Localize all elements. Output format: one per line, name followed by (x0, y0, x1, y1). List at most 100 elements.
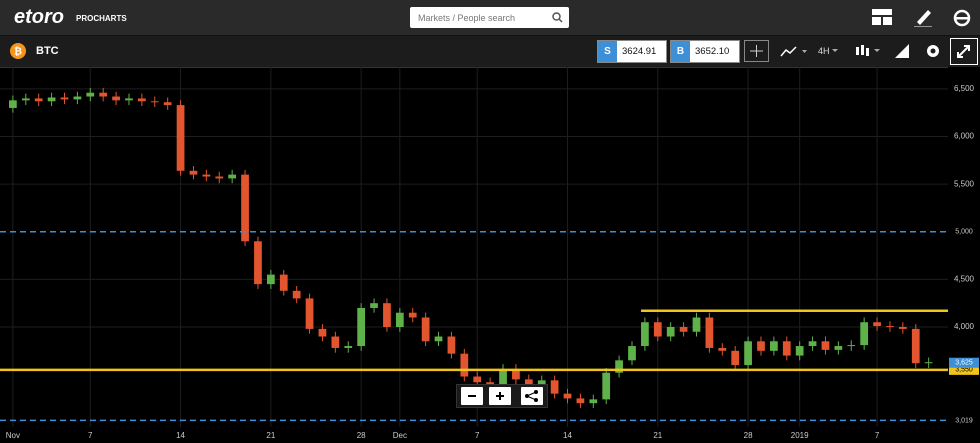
candle-body (138, 98, 146, 102)
draw-icon[interactable] (914, 7, 932, 27)
chart: Nov 7 14 21 28 Dec 7 14 21 28 2019 7 6,500 6,000 5,500… (0, 67, 980, 443)
candle-body (318, 328, 327, 337)
candle-body (383, 303, 391, 327)
candle-body (215, 176, 224, 179)
candle-body (924, 362, 933, 364)
search-box[interactable]: Markets / People search (410, 7, 569, 28)
y-tick-label: 5,500 (954, 179, 975, 188)
x-tick-label: 7 (88, 431, 93, 440)
candle-body (860, 322, 869, 346)
search-icon (552, 12, 563, 23)
candle-body (744, 341, 752, 366)
toolbar: ₿ BTC S 3624.91 B 3652.10 4H (0, 35, 980, 68)
interval-caret (832, 49, 838, 52)
top-bar: etoro PROCHARTS Markets / People search (0, 0, 980, 35)
candle-body (460, 353, 469, 377)
buy-label: B (671, 41, 690, 62)
candle-body (408, 312, 417, 318)
interval[interactable]: 4H (818, 46, 830, 56)
layout-icon[interactable] (872, 9, 892, 25)
buy-button[interactable]: B 3652.10 (670, 40, 740, 63)
candle-body (782, 341, 791, 356)
axis-panel (948, 67, 980, 443)
candle-body (150, 101, 159, 103)
x-tick-label: 21 (653, 431, 662, 440)
search-placeholder: Markets / People search (418, 13, 516, 23)
price-tag (949, 357, 979, 368)
candle-body (641, 322, 649, 347)
candle-body (447, 336, 456, 354)
logo[interactable]: etoro (14, 6, 64, 28)
candle-body (615, 360, 623, 373)
y-tick-label: 6,000 (954, 132, 975, 141)
candle-body (873, 322, 881, 327)
candle-body (524, 379, 533, 385)
chart-type-button[interactable] (780, 44, 808, 58)
y-tick-label: 4,500 (954, 274, 975, 283)
candle-body (705, 317, 714, 348)
candle-body (254, 241, 262, 285)
candle-body (628, 346, 636, 361)
etoro-icon[interactable] (952, 7, 972, 27)
candle-body (125, 98, 133, 101)
candle-body (344, 346, 353, 348)
level-label: 5,000 (955, 229, 973, 236)
candle-body (60, 97, 69, 100)
candle-body (537, 380, 546, 385)
price-label: 3,625 (955, 360, 973, 367)
candle-body (795, 346, 804, 356)
zoom-icons (461, 387, 543, 405)
candle-body (692, 317, 701, 332)
candle-body (653, 322, 662, 337)
level-label: 3,019 (955, 417, 973, 424)
candle-body (757, 341, 765, 351)
candle-body (331, 336, 340, 348)
x-tick-label: 2019 (791, 431, 809, 440)
candle-body (99, 92, 108, 97)
tools-button[interactable] (894, 43, 910, 59)
level-tag (949, 226, 979, 237)
zoom-controls (456, 384, 548, 408)
candle-body (576, 398, 585, 404)
level-label: 3,550 (955, 367, 973, 374)
x-tick-label: 28 (744, 431, 753, 440)
candle-body (292, 290, 301, 299)
buy-price: 3652.10 (695, 46, 730, 57)
candle-body (679, 327, 688, 332)
sell-button[interactable]: S 3624.91 (597, 40, 667, 63)
x-tick-label: Nov (6, 431, 20, 440)
candle-body (486, 382, 494, 385)
candle-body (228, 174, 237, 179)
x-tick-label: 21 (266, 431, 275, 440)
candle-body (112, 96, 120, 101)
level-tag (949, 415, 979, 426)
symbol: BTC (36, 45, 59, 57)
candle-body (666, 327, 675, 337)
svg-text:₿: ₿ (14, 46, 22, 58)
candle-body (202, 174, 211, 177)
share[interactable] (521, 387, 543, 405)
y-tick-label: 4,000 (954, 322, 975, 331)
x-tick-label: 7 (475, 431, 480, 440)
candle-body (86, 92, 95, 97)
sell-price: 3624.91 (622, 46, 657, 57)
candle-body (163, 102, 172, 106)
candle-body (847, 345, 856, 347)
x-tick-label: 28 (357, 431, 366, 440)
product-name: PROCHARTS (76, 14, 127, 23)
candle-body (73, 96, 82, 100)
candle-body (718, 347, 727, 351)
candle-body (434, 336, 443, 342)
indicator-button[interactable] (855, 43, 881, 59)
settings-button[interactable] (925, 43, 941, 59)
candle-body (473, 376, 482, 383)
x-tick-label: 14 (176, 431, 185, 440)
candle-body (499, 368, 507, 385)
crosshair-button[interactable] (744, 40, 769, 62)
candle-body (189, 170, 198, 175)
candle-body (241, 174, 249, 242)
candle-body (370, 303, 378, 308)
fullscreen-button[interactable] (950, 38, 978, 65)
candle-body (266, 274, 275, 285)
